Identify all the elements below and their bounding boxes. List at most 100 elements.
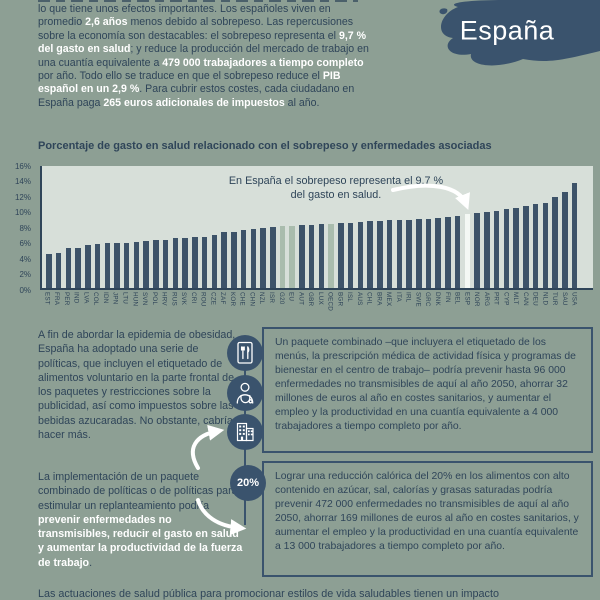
bar-CYP — [503, 209, 510, 288]
x-tick-BEL: BEL — [453, 292, 461, 305]
bar-column — [424, 218, 434, 288]
y-tick-label: 4% — [19, 254, 31, 264]
x-tick-FIN: FIN — [443, 292, 451, 303]
bar-column — [63, 247, 73, 288]
bar-ROU — [201, 236, 208, 288]
bar-G20 — [279, 226, 286, 288]
country-banner: España — [414, 0, 600, 74]
bar-RUS — [172, 237, 179, 288]
x-tick-NOR: NOR — [473, 292, 481, 307]
bar-NLD — [542, 202, 549, 288]
workplace-building-icon — [227, 414, 263, 450]
x-tick-CHN: CHN — [248, 292, 256, 307]
bar-JPN — [114, 243, 120, 288]
bar-column — [102, 243, 112, 288]
bar-column — [326, 223, 336, 288]
bar-column — [132, 241, 142, 288]
x-tick-MLT: MLT — [512, 292, 520, 305]
bar-column — [356, 222, 366, 288]
bar-column — [44, 254, 54, 288]
bar-column — [404, 220, 414, 288]
bar-AUT — [299, 224, 305, 288]
bar-PER — [65, 247, 72, 288]
x-tick-GBR: GBR — [307, 292, 315, 307]
x-tick-AUT: AUT — [297, 292, 305, 306]
bar-column — [278, 226, 288, 288]
bar-EU — [289, 226, 295, 288]
bar-column — [570, 182, 580, 288]
bar-CHE — [240, 230, 247, 288]
y-tick-label: 6% — [19, 239, 31, 248]
bar-column — [258, 227, 268, 288]
x-tick-CHL: CHL — [365, 292, 373, 306]
chart-title: Porcentaje de gasto en salud relacionado… — [38, 140, 492, 152]
bar-column — [73, 247, 83, 288]
bar-column — [93, 243, 103, 288]
bar-column — [492, 211, 502, 288]
bar-EST — [46, 254, 52, 288]
bar-SWE — [416, 219, 422, 288]
intro-paragraph: lo que tiene unos efectos importantes. L… — [38, 3, 369, 110]
x-tick-ISL: ISL — [346, 292, 354, 303]
bar-ISL — [347, 223, 354, 288]
bar-column — [482, 211, 492, 288]
bar-SVN — [143, 240, 149, 288]
x-tick-CYP: CYP — [502, 292, 510, 306]
bar-ISR — [270, 227, 276, 288]
bar-column — [394, 220, 404, 288]
bar-column — [317, 223, 327, 288]
bar-column — [346, 223, 356, 288]
bars-container — [42, 166, 593, 288]
x-tick-CZE: CZE — [209, 292, 217, 306]
x-tick-CAN: CAN — [521, 292, 529, 306]
body-text: . — [89, 556, 93, 569]
bar-column — [502, 209, 512, 288]
highlighted-text: 2,6 años — [85, 16, 128, 29]
x-tick-PRT: PRT — [492, 292, 500, 306]
bar-NOR — [474, 212, 480, 288]
bar-IND — [75, 247, 81, 288]
bar-FIN — [445, 217, 451, 288]
y-tick-label: 0% — [19, 285, 31, 295]
bar-column — [200, 236, 210, 288]
bar-IDN — [104, 243, 111, 288]
package-paragraph: La implementación de un paquete combinad… — [38, 470, 244, 570]
body-text: La implementación de un paquete combinad… — [38, 471, 238, 512]
x-tick-LTU: LTU — [121, 292, 129, 305]
x-tick-GRC: GRC — [424, 292, 432, 307]
bar-IRL — [406, 220, 412, 288]
highlighted-text: 479 000 trabajadores a tiempo completo — [162, 56, 364, 69]
bar-USA — [571, 182, 578, 288]
x-tick-BGR: BGR — [336, 292, 344, 307]
x-tick-SAU: SAU — [560, 292, 568, 306]
x-tick-SWE: SWE — [414, 292, 422, 307]
bar-column — [414, 219, 424, 288]
body-text: . Para cubrir estos costes, cada ciudada… — [38, 83, 355, 109]
bar-column — [336, 223, 346, 288]
highlighted-text: 9,7 % del gasto en salud — [38, 29, 367, 56]
bar-DNK — [435, 217, 441, 288]
bar-column — [365, 220, 375, 288]
bar-column — [472, 212, 482, 288]
bar-column — [141, 240, 151, 288]
menu-labelling-icon — [227, 335, 263, 371]
bar-MLT — [513, 207, 519, 288]
bar-column — [511, 207, 521, 288]
bar-LTU — [123, 243, 130, 288]
y-tick-label: 16% — [14, 161, 31, 171]
x-tick-CRI: CRI — [189, 292, 197, 304]
x-tick-DEU: DEU — [531, 292, 539, 306]
x-axis-labels: EST FRA PER IND LVA COL IDN JPN LTU HUN SVN POL HRV R… — [40, 292, 593, 311]
y-tick-label: 12% — [14, 192, 31, 202]
body-text: ; y reduce la producción del mercado de … — [38, 43, 369, 69]
bar-column — [385, 220, 395, 288]
y-tick-label: 8% — [19, 223, 31, 233]
x-tick-DNK: DNK — [434, 292, 441, 306]
x-tick-G20: G20 — [277, 292, 285, 305]
x-tick-HUN: HUN — [131, 292, 139, 307]
bar-column — [307, 224, 317, 288]
bar-HUN — [133, 241, 140, 288]
bar-DEU — [532, 204, 539, 288]
bar-column — [463, 214, 473, 288]
